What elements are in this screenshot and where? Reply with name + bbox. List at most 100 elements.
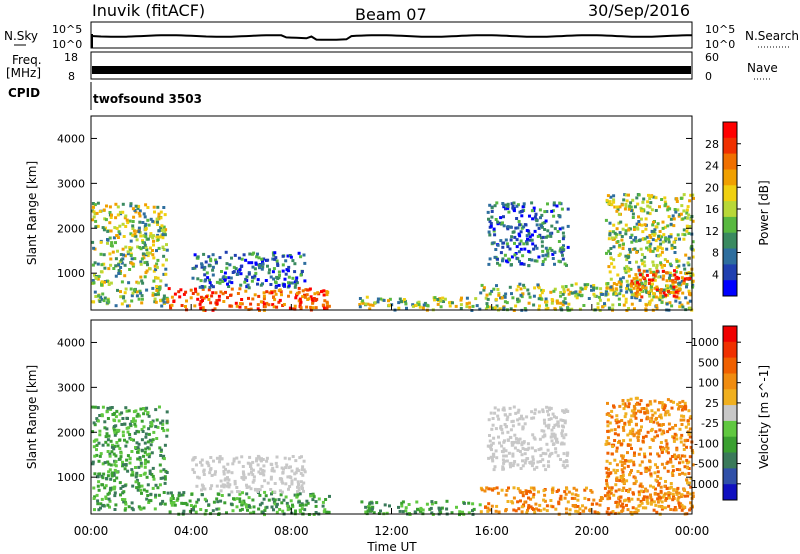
cell (678, 505, 682, 509)
cell (666, 409, 670, 413)
cell (305, 499, 309, 503)
cell (133, 232, 137, 236)
cell (245, 486, 249, 489)
cell (679, 271, 683, 275)
cell (98, 210, 102, 213)
cell (660, 462, 664, 466)
cell (111, 413, 115, 416)
cell (480, 283, 484, 287)
cell (637, 265, 641, 269)
cell (289, 499, 293, 503)
cell (592, 284, 596, 287)
cell (219, 489, 223, 493)
cell (297, 488, 301, 492)
cell (243, 280, 247, 284)
cell (561, 292, 565, 296)
cell (673, 246, 677, 249)
cell (474, 297, 478, 301)
cell (515, 204, 519, 208)
cell (301, 503, 305, 507)
cell (101, 405, 105, 409)
cell (139, 464, 143, 468)
cell (607, 249, 611, 253)
cell (682, 418, 686, 422)
cell (93, 405, 97, 409)
cell (157, 217, 161, 221)
cell (200, 458, 204, 462)
cell (508, 462, 512, 466)
cell (682, 277, 686, 281)
cell (613, 439, 617, 442)
cell (566, 224, 570, 228)
cell (240, 298, 244, 301)
cell (108, 205, 112, 209)
cell (533, 286, 537, 290)
cell (141, 281, 145, 285)
cell (649, 502, 653, 506)
cell (284, 482, 288, 486)
cell (96, 475, 99, 479)
cell (678, 468, 682, 472)
cell (269, 283, 273, 286)
cell (679, 196, 683, 200)
cell (156, 220, 159, 224)
cell (414, 511, 418, 515)
cell (543, 221, 547, 225)
cell (109, 406, 113, 410)
cell (638, 463, 642, 467)
cell (668, 274, 672, 277)
cell (640, 253, 644, 257)
cell (525, 242, 529, 246)
cell (617, 254, 621, 257)
cell (506, 500, 510, 503)
cell (152, 239, 155, 243)
cell (196, 475, 200, 479)
cell (546, 448, 550, 452)
cell (640, 209, 644, 213)
cell (206, 462, 210, 466)
cell (321, 504, 325, 508)
colorbar-segment (723, 201, 737, 218)
cell (531, 455, 535, 459)
cell (634, 402, 638, 406)
cell (398, 297, 402, 301)
cell (102, 472, 106, 476)
cell (680, 405, 684, 409)
cell (140, 484, 144, 488)
cell (509, 238, 513, 242)
cell (161, 422, 165, 426)
cell (670, 406, 674, 410)
cell (297, 251, 301, 255)
colorbar-segment (723, 420, 737, 438)
cell (135, 429, 139, 433)
cell (665, 247, 669, 251)
cell (633, 307, 636, 311)
cell (131, 220, 135, 223)
cell (506, 202, 510, 206)
cell (636, 508, 640, 512)
cell (632, 404, 636, 408)
cell (604, 292, 608, 296)
cell (556, 420, 560, 424)
cell (658, 298, 662, 302)
cell (556, 454, 560, 458)
cell (648, 294, 652, 298)
cell (641, 286, 645, 290)
cell (147, 223, 151, 227)
cell (615, 463, 619, 467)
cell (615, 505, 619, 509)
cell (660, 265, 664, 269)
cell (99, 502, 103, 506)
cell (653, 492, 657, 496)
cell (595, 502, 599, 506)
cell (638, 402, 642, 406)
cell (511, 441, 515, 445)
cell (218, 256, 222, 260)
cell (299, 480, 303, 484)
cell (153, 210, 156, 214)
cell (280, 293, 283, 297)
cell (636, 497, 640, 501)
cell (240, 257, 244, 261)
cell (637, 223, 641, 227)
cell (675, 258, 679, 262)
